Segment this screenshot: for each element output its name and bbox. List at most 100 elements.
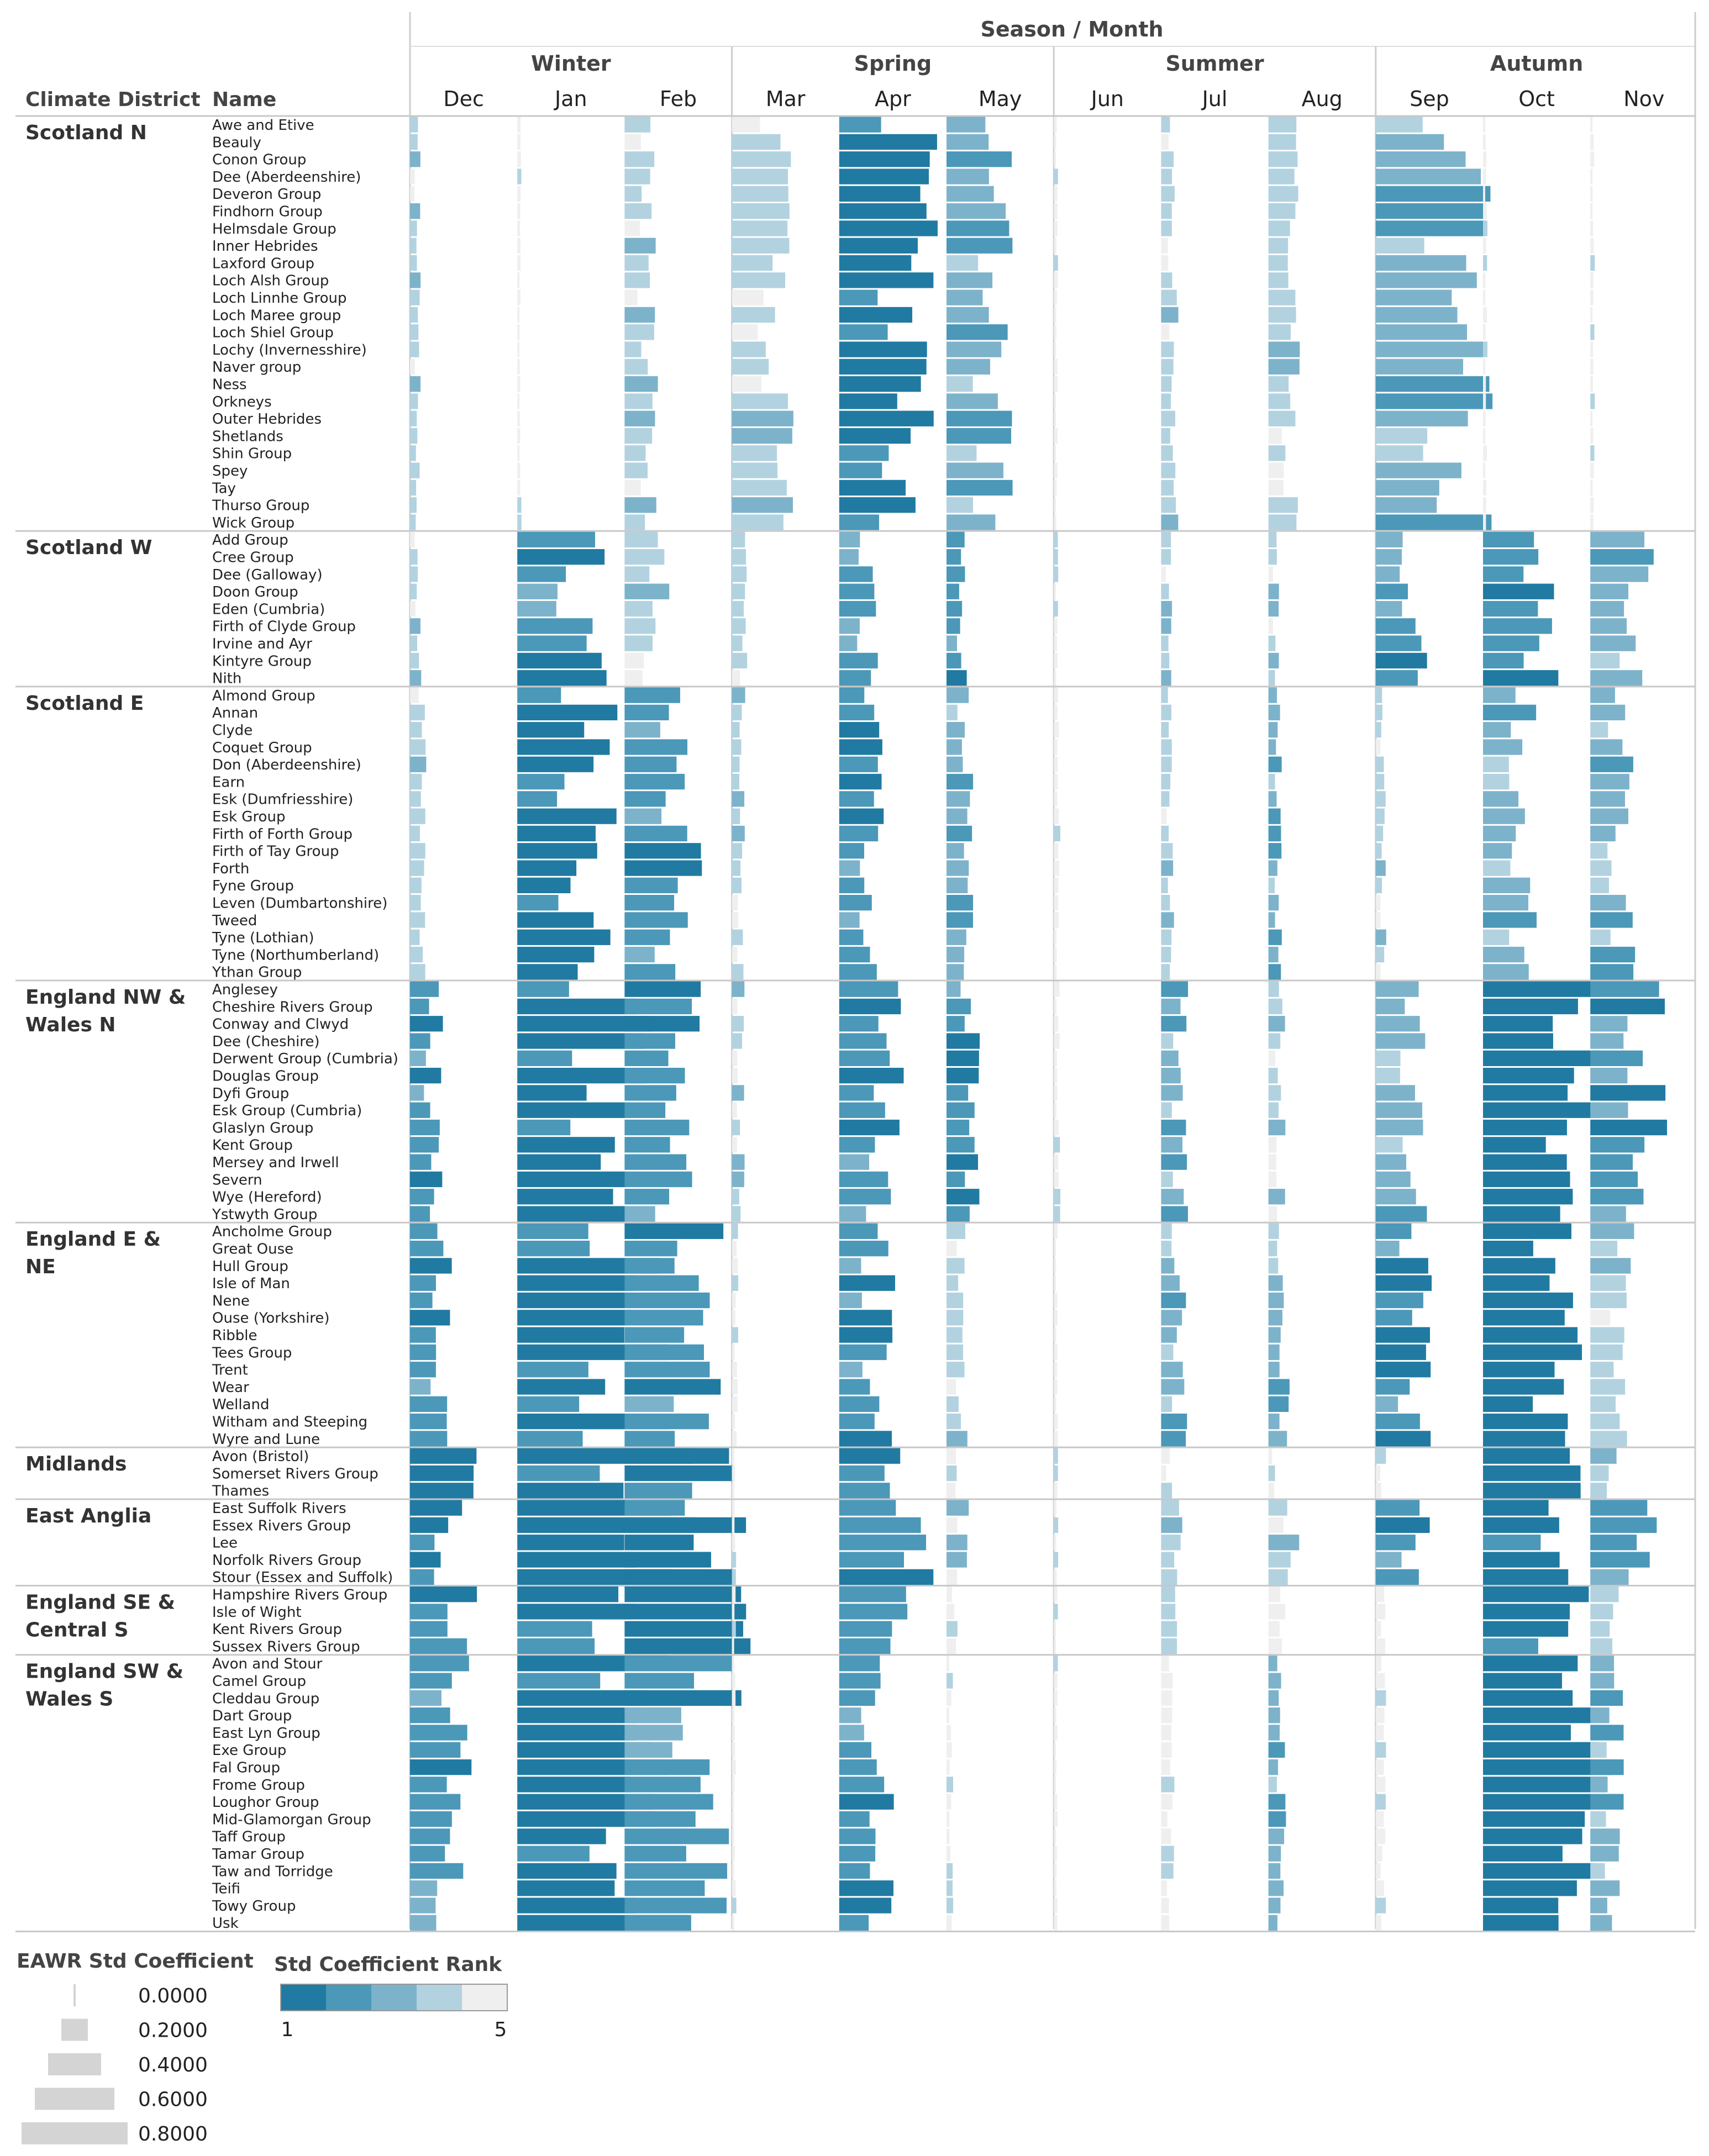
data-bar (624, 1725, 683, 1741)
data-bar (732, 514, 783, 530)
data-bar (946, 1223, 966, 1239)
data-bar (732, 479, 787, 496)
data-bar (1375, 1690, 1386, 1706)
data-bar (1268, 1828, 1285, 1844)
district-column-header: Climate District (25, 88, 201, 111)
data-bar (732, 359, 769, 375)
data-bar (410, 1897, 436, 1913)
data-bar (732, 1742, 735, 1758)
data-bar (732, 1310, 735, 1326)
data-bar (410, 1396, 448, 1412)
data-bar (517, 514, 522, 530)
data-bar (946, 704, 958, 720)
data-bar (1375, 600, 1402, 617)
data-bar (624, 1344, 704, 1361)
data-bar (1590, 445, 1595, 461)
member-name: Forth (212, 861, 249, 877)
member-name: Thurso Group (212, 498, 309, 514)
data-bar (1054, 1690, 1058, 1706)
member-name: Firth of Forth Group (212, 826, 353, 842)
data-bar (839, 1171, 888, 1188)
data-bar (1161, 1258, 1175, 1274)
data-bar (839, 1102, 885, 1118)
data-bar (410, 1586, 477, 1602)
data-bar (946, 843, 964, 859)
member-name: Naver group (212, 359, 301, 376)
data-bar (1590, 1777, 1608, 1793)
data-bar (1268, 1068, 1278, 1084)
data-bar (1268, 877, 1275, 893)
data-bar (624, 1604, 746, 1620)
data-bar (839, 1154, 870, 1170)
data-bar (1590, 756, 1633, 772)
data-bar (1375, 1137, 1403, 1153)
data-bar (1054, 791, 1058, 807)
month-tick-label: Feb (660, 87, 697, 111)
data-bar (1054, 1846, 1057, 1862)
data-bar (1268, 1206, 1277, 1222)
data-bar (624, 255, 649, 271)
data-bar (1483, 1863, 1595, 1879)
data-bar (1054, 393, 1056, 409)
data-bar (1375, 134, 1444, 150)
data-bar (839, 1362, 863, 1378)
data-bar (1590, 1794, 1624, 1810)
data-bar (839, 324, 888, 340)
data-bar (1483, 860, 1511, 876)
data-bar (1161, 1552, 1175, 1568)
month-tick-label: Mar (766, 87, 806, 111)
data-bar (946, 168, 989, 185)
data-bar (946, 1552, 967, 1568)
data-bar (732, 1171, 744, 1188)
data-bar (410, 1707, 450, 1723)
data-bar (732, 1880, 736, 1896)
data-bar (946, 1863, 953, 1879)
data-bar (1268, 670, 1275, 686)
data-bar (517, 531, 596, 547)
data-bar (410, 479, 417, 496)
size-legend-title: EAWR Std Coefficient (17, 1950, 254, 1973)
data-bar (1375, 566, 1400, 582)
data-bar (624, 445, 646, 461)
data-bar (1375, 1189, 1416, 1205)
data-bar (1590, 428, 1594, 444)
data-bar (1054, 618, 1058, 634)
data-bar (517, 912, 594, 928)
data-bar (839, 877, 865, 893)
data-bar (410, 1068, 441, 1084)
data-bar (624, 1759, 710, 1775)
data-bar (1375, 186, 1491, 202)
data-bar (732, 843, 743, 859)
data-bar (1268, 1725, 1280, 1741)
data-bar (1054, 635, 1058, 651)
data-bar (1483, 1431, 1565, 1447)
data-bar (1375, 549, 1402, 565)
data-bar (1268, 238, 1289, 254)
data-bar (732, 1673, 735, 1689)
data-bar (1268, 946, 1279, 963)
data-bar (732, 583, 745, 599)
data-bar (839, 1344, 887, 1361)
data-bar (1375, 1707, 1385, 1723)
data-bar (732, 1396, 738, 1412)
data-bar (839, 929, 864, 945)
member-name: Hull Group (212, 1258, 288, 1275)
data-bar (1483, 514, 1486, 530)
member-name: Isle of Wight (212, 1604, 302, 1621)
data-bar (410, 722, 422, 738)
data-bar (732, 134, 781, 150)
data-bar (946, 1119, 970, 1136)
data-bar (839, 1137, 875, 1153)
data-bar (1161, 1604, 1176, 1620)
data-bar (839, 912, 860, 928)
data-bar (624, 186, 642, 202)
data-bar (1590, 739, 1623, 755)
data-bar (1483, 1379, 1564, 1395)
data-bar (1590, 1016, 1628, 1032)
data-bar (624, 168, 650, 185)
data-bar (1054, 981, 1060, 997)
data-bar (732, 1292, 736, 1309)
data-bar (1483, 1673, 1562, 1689)
data-bar (946, 722, 965, 738)
data-bar (1268, 1742, 1285, 1758)
